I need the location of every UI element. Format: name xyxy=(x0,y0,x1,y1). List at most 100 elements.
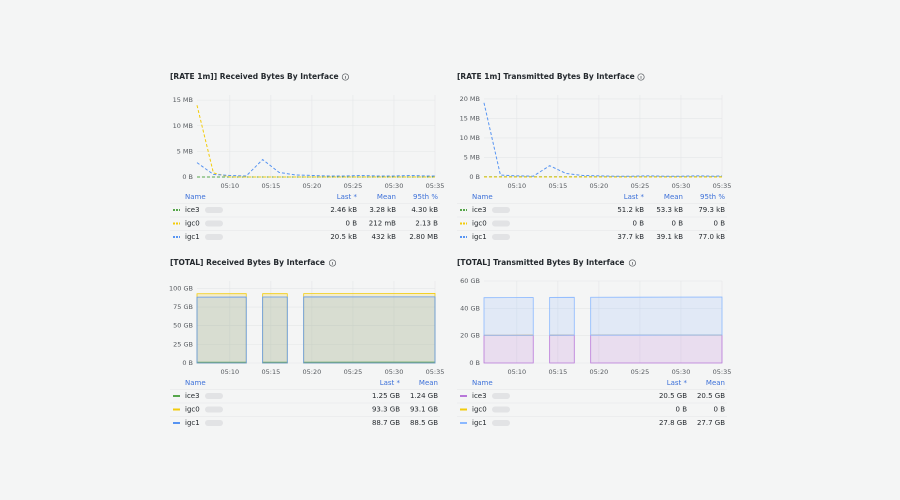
legend-value: 20.5 GB xyxy=(659,392,687,400)
series-area xyxy=(483,334,723,364)
y-tick-label: 75 GB xyxy=(173,303,193,311)
legend-value: 0 B xyxy=(714,406,726,414)
blurred-text xyxy=(492,420,510,426)
x-tick-label: 05:35 xyxy=(426,368,445,376)
legend-value: 4.30 kB xyxy=(411,206,438,214)
info-icon xyxy=(628,259,636,267)
legend-name: igc0 xyxy=(472,220,487,228)
legend-header: 95th % xyxy=(700,193,725,201)
legend-header: Mean xyxy=(377,193,396,201)
legend-name: igc1 xyxy=(472,419,487,427)
x-tick-label: 05:15 xyxy=(261,368,280,376)
x-tick-label: 05:20 xyxy=(590,182,609,190)
legend-value: 1.24 GB xyxy=(410,392,438,400)
y-tick-label: 0 B xyxy=(469,173,480,181)
legend-value: 37.7 kB xyxy=(617,233,644,241)
legend-header: Mean xyxy=(419,379,438,387)
legend-value: 93.1 GB xyxy=(410,406,438,414)
blurred-text xyxy=(492,406,510,413)
x-tick-label: 05:15 xyxy=(548,182,567,190)
legend-value: 27.7 GB xyxy=(697,419,725,427)
series-area xyxy=(483,296,723,336)
blurred-text xyxy=(492,220,510,227)
legend-header: 95th % xyxy=(413,193,438,201)
legend-value: 3.28 kB xyxy=(369,206,396,214)
legend-value: 0 B xyxy=(714,220,726,228)
legend-header: Name xyxy=(472,379,493,387)
panel-title: [RATE 1m] Transmitted Bytes By Interface xyxy=(457,72,635,81)
blurred-text xyxy=(205,393,223,399)
legend-name: igc1 xyxy=(472,233,487,241)
legend-value: 27.8 GB xyxy=(659,419,687,427)
x-tick-label: 05:10 xyxy=(220,182,239,190)
y-tick-label: 0 B xyxy=(182,359,193,367)
y-tick-label: 100 GB xyxy=(169,284,193,292)
legend-value: 53.3 kB xyxy=(656,206,683,214)
blurred-text xyxy=(205,234,223,240)
blurred-text xyxy=(205,406,223,413)
legend-value: 2.80 MB xyxy=(409,233,438,241)
x-tick-label: 05:20 xyxy=(590,368,609,376)
x-tick-label: 05:30 xyxy=(672,182,691,190)
x-tick-label: 05:15 xyxy=(261,182,280,190)
y-tick-label: 60 GB xyxy=(460,277,480,285)
legend-value: 0 B xyxy=(346,220,358,228)
y-tick-label: 5 MB xyxy=(464,153,480,161)
x-tick-label: 05:30 xyxy=(672,368,691,376)
info-icon xyxy=(328,259,337,267)
legend-value: 0 B xyxy=(676,406,688,414)
x-tick-label: 05:35 xyxy=(426,182,445,190)
info-icon xyxy=(341,73,349,81)
legend-value: 88.7 GB xyxy=(372,419,400,427)
y-tick-label: 10 MB xyxy=(460,134,480,142)
series-line xyxy=(196,105,435,178)
legend-name: igc0 xyxy=(472,406,487,414)
blurred-text xyxy=(205,420,223,426)
legend-value: 77.0 kB xyxy=(698,233,725,241)
legend-name: ice3 xyxy=(185,392,200,400)
x-tick-label: 05:10 xyxy=(507,182,526,190)
series-area xyxy=(196,296,436,364)
y-tick-label: 10 MB xyxy=(173,122,193,130)
legend-value: 39.1 kB xyxy=(656,233,683,241)
legend-value: 212 mB xyxy=(369,220,396,228)
legend-header: Last * xyxy=(667,379,688,387)
panel-title: [TOTAL] Received Bytes By Interface xyxy=(170,258,325,267)
legend-value: 93.3 GB xyxy=(372,406,400,414)
x-tick-label: 05:25 xyxy=(631,182,650,190)
legend-header: Mean xyxy=(664,193,683,201)
legend-name: ice3 xyxy=(472,206,487,214)
blurred-text xyxy=(492,393,510,399)
legend-name: igc0 xyxy=(185,406,200,414)
legend-value: 20.5 GB xyxy=(697,392,725,400)
x-tick-label: 05:20 xyxy=(303,368,322,376)
legend-header: Last * xyxy=(624,193,645,201)
legend-value: 51.2 kB xyxy=(617,206,644,214)
panel: [TOTAL] Received Bytes By Interface 0 B 25… xyxy=(169,258,444,427)
y-tick-label: 5 MB xyxy=(177,147,193,155)
blurred-text xyxy=(205,220,223,227)
legend-value: 88.5 GB xyxy=(410,419,438,427)
blurred-text xyxy=(492,234,510,240)
x-tick-label: 05:25 xyxy=(344,182,363,190)
series-line xyxy=(196,158,435,177)
x-tick-label: 05:35 xyxy=(713,182,732,190)
x-tick-label: 05:30 xyxy=(385,368,404,376)
x-tick-label: 05:10 xyxy=(220,368,239,376)
legend-value: 0 B xyxy=(633,220,645,228)
y-tick-label: 0 B xyxy=(182,173,193,181)
x-tick-label: 05:25 xyxy=(631,368,650,376)
panel: [RATE 1m] Transmitted Bytes By Interface… xyxy=(457,72,731,241)
y-tick-label: 15 MB xyxy=(173,96,193,104)
panel: [TOTAL] Transmitted Bytes By Interface 0 … xyxy=(457,258,731,427)
info-icon xyxy=(637,73,645,81)
legend-name: igc1 xyxy=(185,419,200,427)
legend-header: Name xyxy=(472,193,493,201)
legend-name: igc1 xyxy=(185,233,200,241)
legend-header: Last * xyxy=(380,379,401,387)
panel: [RATE 1m]] Received Bytes By Interface 0 … xyxy=(170,72,444,241)
legend-name: ice3 xyxy=(472,392,487,400)
x-tick-label: 05:35 xyxy=(713,368,732,376)
